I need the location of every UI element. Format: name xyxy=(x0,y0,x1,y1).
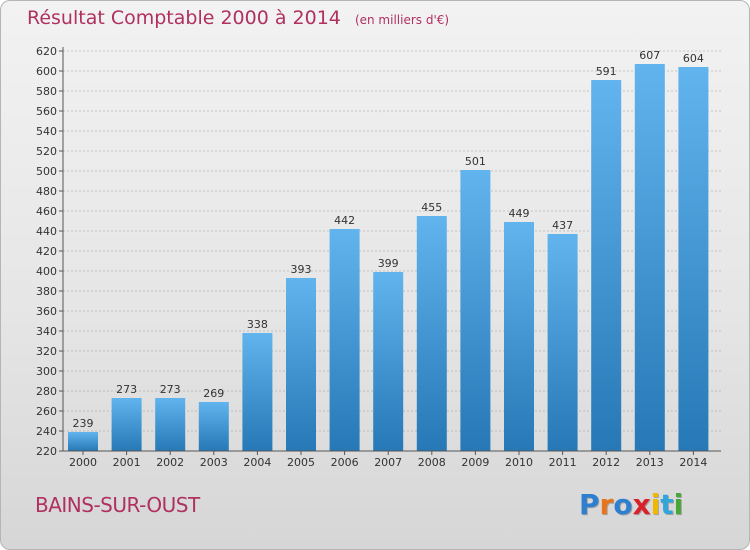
data-label: 455 xyxy=(421,201,442,214)
data-label: 273 xyxy=(116,383,137,396)
logo-letter: r xyxy=(599,488,614,521)
y-tick-label: 360 xyxy=(36,305,57,318)
y-tick-label: 340 xyxy=(36,325,57,338)
y-tick-label: 600 xyxy=(36,65,57,78)
y-tick-label: 540 xyxy=(36,125,57,138)
bar-2006 xyxy=(329,229,360,451)
y-tick-label: 440 xyxy=(36,225,57,238)
bar-2003 xyxy=(198,402,229,451)
axes xyxy=(62,47,721,452)
y-tick-label: 260 xyxy=(36,405,57,418)
bar-2002 xyxy=(155,398,186,451)
x-tick-label: 2001 xyxy=(113,456,141,469)
bar-2011 xyxy=(547,234,578,451)
y-tick-label: 300 xyxy=(36,365,57,378)
proxiti-logo: Proxiti xyxy=(579,488,683,521)
data-label: 437 xyxy=(552,219,573,232)
x-tick-label: 2011 xyxy=(549,456,577,469)
data-label: 501 xyxy=(465,155,486,168)
bar-2004 xyxy=(242,333,273,451)
chart-title: Résultat Comptable 2000 à 2014 (en milli… xyxy=(27,7,449,29)
x-tick-label: 2003 xyxy=(200,456,228,469)
x-tick-label: 2009 xyxy=(461,456,489,469)
logo-letter: i xyxy=(673,488,684,521)
x-axis-tick-labels: 2000 2001 2002 2003 2004 2005 2006 2007 2008 2009… xyxy=(69,451,707,469)
commune-name: BAINS-SUR-OUST xyxy=(35,493,200,517)
data-label: 442 xyxy=(334,214,355,227)
data-label: 591 xyxy=(596,65,617,78)
bar-2007 xyxy=(373,272,404,451)
data-labels: 239 273 273 269 338 393 442 399 455 501 449 437 591 6… xyxy=(73,49,704,430)
data-label: 607 xyxy=(639,49,660,62)
data-label: 338 xyxy=(247,318,268,331)
x-tick-label: 2012 xyxy=(592,456,620,469)
logo-letter: t xyxy=(660,488,674,521)
y-tick-label: 620 xyxy=(36,45,57,58)
y-tick-label: 500 xyxy=(36,165,57,178)
y-tick-label: 560 xyxy=(36,105,57,118)
unit-text: (en milliers d'€) xyxy=(354,13,450,27)
bar-2005 xyxy=(286,278,316,451)
y-tick-label: 460 xyxy=(36,205,57,218)
data-label: 273 xyxy=(160,383,181,396)
y-tick-label: 240 xyxy=(36,425,57,438)
x-tick-label: 2014 xyxy=(679,456,707,469)
bar-2013 xyxy=(634,64,665,451)
y-tick-label: 380 xyxy=(36,285,57,298)
logo-letter: x xyxy=(632,488,651,521)
y-tick-label: 400 xyxy=(36,265,57,278)
bar-2001 xyxy=(111,398,142,451)
y-tick-label: 280 xyxy=(36,385,57,398)
bar-2000 xyxy=(68,432,98,451)
y-tick-label: 480 xyxy=(36,185,57,198)
bar-2012 xyxy=(591,80,622,451)
y-tick-label: 420 xyxy=(36,245,57,258)
data-label: 449 xyxy=(509,207,530,220)
logo-letter: P xyxy=(579,488,600,521)
x-tick-label: 2002 xyxy=(156,456,184,469)
data-label: 269 xyxy=(203,387,224,400)
bar-chart: 220 240 260 280 300 320 340 360 380 400 420 440 460 4… xyxy=(36,45,721,469)
logo-letter: o xyxy=(613,488,633,521)
data-label: 393 xyxy=(291,263,312,276)
y-tick-label: 520 xyxy=(36,145,57,158)
y-tick-label: 220 xyxy=(36,445,57,458)
x-tick-label: 2000 xyxy=(69,456,97,469)
bar-2008 xyxy=(416,216,447,451)
y-tick-label: 320 xyxy=(36,345,57,358)
bars xyxy=(68,64,709,451)
x-tick-label: 2010 xyxy=(505,456,533,469)
x-tick-label: 2008 xyxy=(418,456,446,469)
x-tick-label: 2013 xyxy=(636,456,664,469)
logo-letter: i xyxy=(650,488,661,521)
bar-2009 xyxy=(460,170,491,451)
bar-2010 xyxy=(504,222,534,451)
x-tick-label: 2004 xyxy=(243,456,271,469)
data-label: 399 xyxy=(378,257,399,270)
bar-2014 xyxy=(678,67,709,451)
data-label: 239 xyxy=(73,417,94,430)
data-label: 604 xyxy=(683,52,704,65)
x-tick-label: 2006 xyxy=(331,456,359,469)
x-tick-label: 2005 xyxy=(287,456,315,469)
y-axis-tick-labels: 220 240 260 280 300 320 340 360 380 400 420 440 460 4… xyxy=(36,45,63,458)
title-text: Résultat Comptable 2000 à 2014 xyxy=(27,7,341,29)
y-tick-label: 580 xyxy=(36,85,57,98)
x-tick-label: 2007 xyxy=(374,456,402,469)
